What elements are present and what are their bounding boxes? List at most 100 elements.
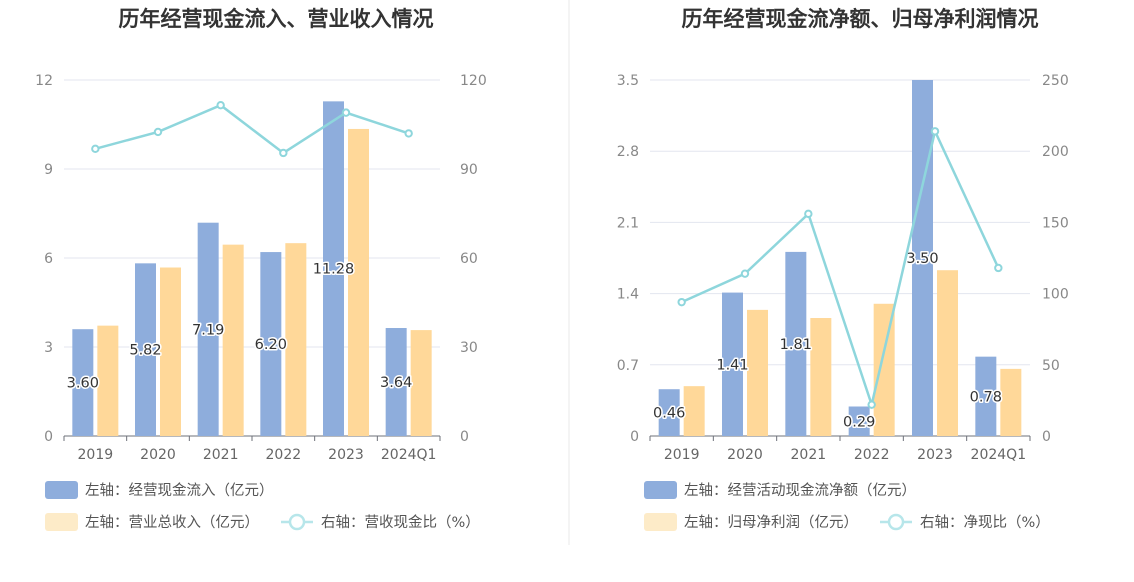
left-axis-tick-label: 1.4 (617, 287, 639, 303)
right-axis-tick-label: 250 (1042, 73, 1069, 89)
right-axis-tick-label: 100 (1042, 287, 1069, 303)
chart-title: 历年经营现金流净额、归母净利润情况 (682, 7, 1039, 31)
chart-title: 历年经营现金流入、营业收入情况 (119, 7, 434, 31)
right-axis-tick-label: 120 (460, 73, 487, 89)
bar-secondary (873, 303, 895, 436)
bar-data-label: 3.60 (67, 376, 99, 392)
legend-label: 右轴：净现比（%） (920, 514, 1050, 531)
x-axis-tick-label: 2019 (664, 447, 700, 463)
bar-primary (323, 101, 344, 437)
x-axis-tick-label: 2019 (78, 447, 114, 463)
right-axis-tick-label: 30 (460, 340, 478, 356)
right-axis-tick-label: 150 (1042, 215, 1069, 231)
x-axis-tick-label: 2024Q1 (971, 447, 1027, 463)
bar-secondary (747, 309, 768, 436)
bar-data-label: 1.41 (716, 357, 748, 373)
left-axis-tick-label: 0 (44, 429, 53, 445)
bar-secondary (97, 325, 119, 436)
bar-primary (975, 356, 997, 436)
bar-secondary (410, 330, 432, 436)
bar-secondary (937, 270, 958, 436)
bar-secondary (810, 318, 832, 436)
x-axis-tick-label: 2021 (203, 447, 239, 463)
bar-primary (72, 329, 94, 436)
ratio-line (95, 103, 410, 155)
ratio-point (216, 101, 225, 110)
legend-swatch (45, 481, 78, 499)
right-axis-tick-label: 60 (460, 251, 478, 267)
left-axis-tick-label: 2.1 (617, 215, 639, 231)
ratio-point (341, 108, 351, 117)
x-axis-tick-label: 2021 (791, 447, 827, 463)
bar-data-label: 3.50 (906, 251, 938, 267)
right-axis-tick-label: 0 (1042, 429, 1051, 445)
left-axis-tick-label: 0 (630, 429, 639, 445)
right-axis-tick-label: 50 (1042, 358, 1060, 374)
x-axis-tick-label: 2023 (328, 447, 364, 463)
bar-secondary (160, 267, 181, 436)
bar-primary (658, 389, 680, 436)
ratio-point (994, 263, 1003, 273)
ratio-point (804, 209, 813, 219)
legend-label: 左轴：归母净利润（亿元） (684, 514, 858, 531)
ratio-point (404, 129, 413, 138)
bar-secondary (285, 243, 307, 436)
bar-data-label: 0.78 (970, 389, 1002, 405)
ratio-point (279, 148, 288, 158)
left-axis-tick-label: 2.8 (617, 144, 639, 160)
left-axis-tick-label: 0.7 (617, 358, 639, 374)
bar-primary (385, 328, 407, 436)
bar-secondary (683, 386, 705, 436)
bar-data-label: 0.46 (653, 406, 685, 422)
ratio-line (681, 127, 1000, 410)
bar-primary (197, 222, 219, 436)
legend-label: 左轴：经营活动现金流净额（亿元） (684, 482, 916, 499)
bar-secondary (222, 244, 244, 436)
legend-label: 右轴：营收现金比（%） (321, 514, 480, 531)
bar-primary (912, 80, 933, 436)
legend-label: 左轴：营业总收入（亿元） (85, 514, 259, 531)
legend-line-marker (887, 513, 905, 531)
right-axis-tick-label: 200 (1042, 144, 1069, 160)
ratio-point (153, 127, 163, 137)
ratio-point (867, 400, 876, 409)
legend-swatch (45, 513, 78, 531)
left-axis-tick-label: 3 (44, 340, 53, 356)
bar-primary (785, 251, 807, 436)
bar-data-label: 7.19 (192, 322, 224, 338)
bar-primary (260, 252, 282, 436)
bar-data-label: 0.29 (843, 414, 875, 430)
ratio-point (677, 297, 686, 307)
legend-swatch (644, 481, 677, 499)
x-axis-tick-label: 2024Q1 (381, 447, 437, 463)
bar-data-label: 5.82 (129, 343, 161, 359)
x-axis-tick-label: 2023 (917, 447, 953, 463)
bar-primary (722, 292, 743, 436)
bar-data-label: 6.20 (255, 337, 287, 353)
x-axis-tick-label: 2022 (854, 447, 890, 463)
ratio-point (930, 127, 940, 136)
bar-secondary (348, 128, 369, 436)
left-axis-tick-label: 3.5 (617, 73, 639, 89)
bar-primary (848, 406, 870, 436)
x-axis-tick-label: 2020 (727, 447, 763, 463)
ratio-point (91, 144, 100, 154)
bar-data-label: 11.28 (313, 262, 355, 278)
chart-net-cash-flow-profit: 历年经营现金流净额、归母净利润情况 0 0 0.7 50 1.4 100 2.1 150 2.8 2… (617, 7, 1069, 531)
chart-cash-inflow-revenue: 历年经营现金流入、营业收入情况 0 0 3 30 6 60 9 90 12 120 2019 2020 2… (35, 7, 487, 531)
left-axis-tick-label: 12 (35, 73, 53, 89)
right-axis-tick-label: 90 (460, 162, 478, 178)
left-axis-tick-label: 9 (44, 162, 53, 178)
ratio-point (740, 269, 750, 278)
bar-data-label: 3.64 (380, 375, 412, 391)
left-axis-tick-label: 6 (44, 251, 53, 267)
legend-swatch (644, 513, 677, 531)
legend-label: 左轴：经营现金流入（亿元） (85, 482, 274, 499)
bar-data-label: 1.81 (780, 337, 812, 353)
bar-primary (135, 263, 156, 436)
bar-secondary (1000, 368, 1022, 436)
right-axis-tick-label: 0 (460, 429, 469, 445)
legend-line-marker (288, 513, 306, 531)
x-axis-tick-label: 2020 (140, 447, 176, 463)
